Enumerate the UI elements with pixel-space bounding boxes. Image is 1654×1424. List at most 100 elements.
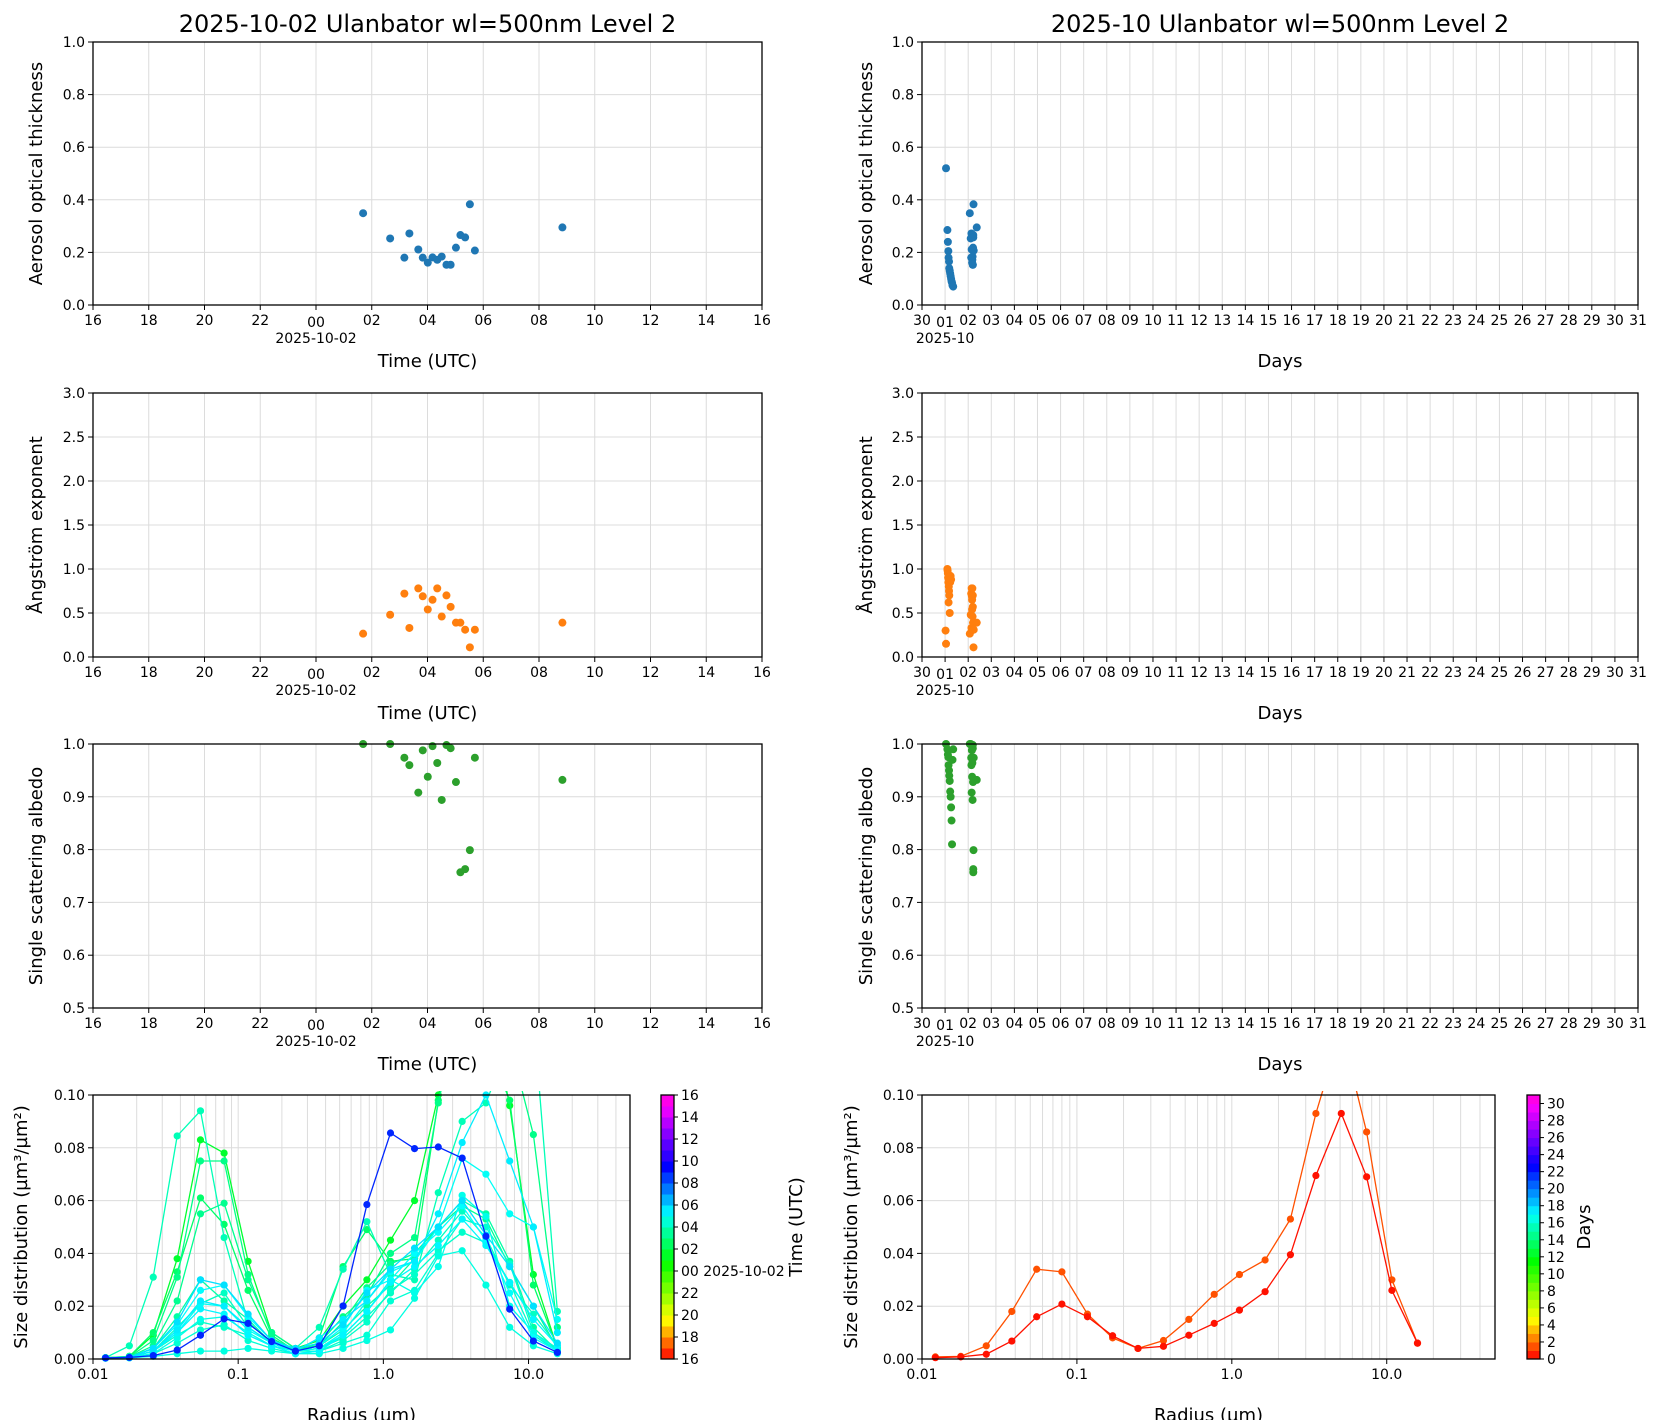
colorbar-tick-label: 18	[1547, 1199, 1565, 1215]
data-point	[943, 237, 952, 246]
data-point	[451, 778, 460, 787]
y-tick-label: 0.6	[892, 140, 914, 156]
data-point	[446, 260, 455, 269]
colorbar-band	[661, 1161, 674, 1173]
size-distribution-point	[982, 1350, 990, 1358]
x-tick-label: 20	[1375, 1016, 1393, 1032]
x-tick-label: 15	[1260, 313, 1278, 329]
size-distribution-line	[105, 1091, 559, 1359]
x-tick-label: 0.01	[906, 1367, 937, 1383]
x-tick-label: 24	[1467, 665, 1485, 681]
size-distribution-line	[935, 1111, 1419, 1359]
size-distribution-point	[173, 1132, 181, 1140]
size-distribution-point	[196, 1297, 205, 1305]
x-tick-label: 03	[982, 1016, 1000, 1032]
x-tick-label: 15	[1260, 665, 1278, 681]
x-tick-label: 14	[697, 665, 715, 681]
colorbar-band	[661, 1238, 674, 1250]
x-tick-label: 10	[1144, 1016, 1162, 1032]
colorbar-band	[1527, 1265, 1540, 1275]
data-point	[945, 257, 954, 266]
x-tick-label: 03	[982, 313, 1000, 329]
x-tick-label: 13	[1213, 1016, 1231, 1032]
colorbar-band	[661, 1282, 674, 1294]
x-tick-label: 18	[140, 1016, 158, 1032]
size-distribution-point	[363, 1289, 371, 1297]
size-distribution-point	[1083, 1313, 1092, 1321]
x-tick-label: 08	[530, 313, 548, 329]
data-point	[972, 775, 981, 784]
x-tick-label: 28	[1560, 1016, 1578, 1032]
size-distribution-point	[553, 1348, 561, 1356]
size-distribution-line	[105, 1218, 558, 1359]
data-point	[405, 623, 414, 632]
data-point	[943, 226, 952, 235]
size-distribution-point	[244, 1336, 252, 1345]
x-date-label: 2025-10	[916, 683, 975, 699]
colorbar-band	[661, 1106, 674, 1118]
size-distribution-point	[434, 1252, 442, 1260]
y-tick-label: 0.5	[63, 606, 85, 622]
data-point	[456, 618, 465, 627]
colorbar-band	[1527, 1214, 1540, 1224]
x-tick-label: 16	[1283, 313, 1301, 329]
size-distribution-point	[1261, 1288, 1269, 1296]
colorbar-band	[1527, 1324, 1540, 1334]
plot-area	[359, 200, 567, 269]
size-distribution-point	[386, 1297, 395, 1305]
data-point	[423, 605, 432, 614]
size-distribution-point	[363, 1331, 371, 1339]
y-tick-label: 0.5	[892, 606, 914, 622]
data-point	[414, 584, 423, 593]
x-tick-label: 10.0	[513, 1367, 544, 1383]
data-point	[446, 744, 455, 753]
size-distribution-point	[315, 1342, 323, 1350]
data-point	[558, 775, 567, 784]
x-tick-label: 05	[1029, 1016, 1047, 1032]
data-point	[461, 625, 470, 634]
y-tick-label: 1.0	[63, 562, 85, 578]
size-distribution-point	[1261, 1256, 1269, 1264]
data-point	[969, 233, 978, 242]
y-tick-label: 1.0	[892, 562, 914, 578]
x-tick-label: 07	[1075, 313, 1093, 329]
data-point	[969, 200, 978, 209]
size-distribution-point	[410, 1276, 419, 1284]
size-distribution-point	[482, 1039, 489, 1046]
colorbar-frame	[1526, 1094, 1541, 1360]
x-tick-label: 11	[1167, 665, 1185, 681]
data-point	[969, 846, 978, 855]
size-distribution-point	[339, 1344, 347, 1353]
colorbar-band	[661, 1260, 674, 1272]
x-tick-label: 11	[1167, 313, 1185, 329]
size-distribution-point	[1210, 1319, 1218, 1327]
colorbar-tick-label: 20	[1547, 1182, 1565, 1198]
y-tick-label: 0.0	[63, 298, 85, 314]
y-axis-label: Ångström exponent	[25, 436, 47, 614]
size-distribution-point	[196, 1136, 205, 1144]
colorbar-tick-label: 30	[1547, 1097, 1565, 1113]
colorbar-tick-label: 14	[681, 1110, 699, 1126]
x-tick-label: 22	[251, 1016, 269, 1032]
size-distribution-point	[339, 1315, 347, 1323]
data-point	[969, 643, 978, 652]
y-axis-label: Size distribution (µm³/µm²)	[841, 1105, 862, 1348]
y-tick-label: 0.7	[892, 895, 914, 911]
x-tick-label: 26	[1514, 313, 1532, 329]
size-distribution-point	[506, 1039, 513, 1046]
x-tick-label: 29	[1583, 1016, 1601, 1032]
data-point	[949, 745, 958, 754]
data-point	[968, 260, 977, 269]
x-tick-label: 22	[1421, 313, 1439, 329]
size-distribution-point	[244, 1276, 252, 1284]
size-distribution-point	[196, 1331, 205, 1339]
colorbar-band	[661, 1205, 674, 1217]
data-point	[446, 602, 455, 611]
data-point	[414, 245, 423, 254]
size-distribution-point	[173, 1297, 181, 1305]
data-point	[969, 865, 978, 874]
x-tick-label: 0.1	[227, 1367, 249, 1383]
data-point	[968, 252, 977, 261]
colorbar-tick-label: 16	[681, 1352, 699, 1368]
